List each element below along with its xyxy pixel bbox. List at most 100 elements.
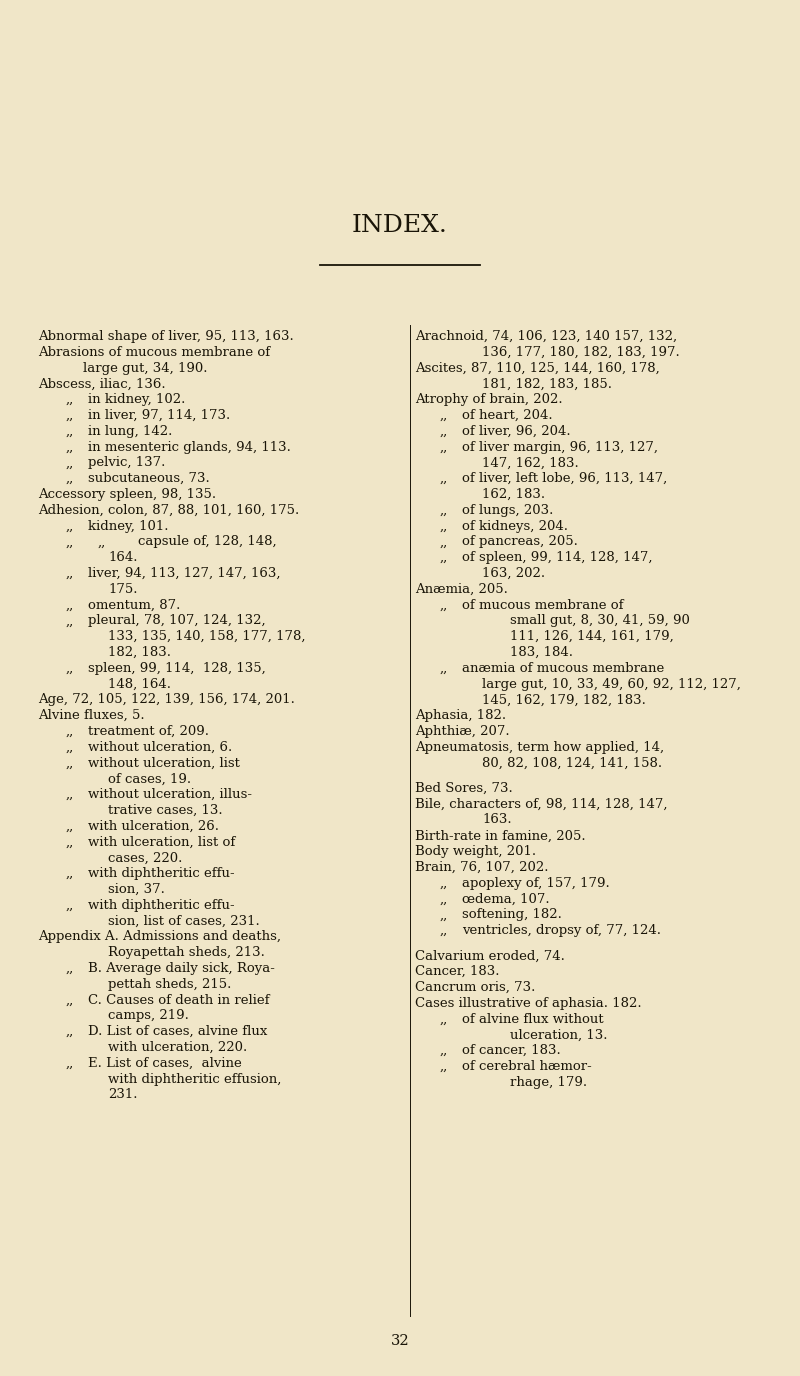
Text: 32: 32 (390, 1333, 410, 1348)
Text: of cerebral hæmor-: of cerebral hæmor- (462, 1060, 592, 1073)
Text: 111, 126, 144, 161, 179,: 111, 126, 144, 161, 179, (510, 630, 674, 643)
Text: ,,: ,, (66, 599, 74, 611)
Text: capsule of, 128, 148,: capsule of, 128, 148, (138, 535, 277, 549)
Text: ,,: ,, (66, 409, 74, 422)
Text: anæmia of mucous membrane: anæmia of mucous membrane (462, 662, 664, 674)
Text: ,,: ,, (440, 1060, 448, 1073)
Text: ,,: ,, (66, 535, 74, 549)
Text: in liver, 97, 114, 173.: in liver, 97, 114, 173. (88, 409, 230, 422)
Text: œdema, 107.: œdema, 107. (462, 893, 550, 905)
Text: pelvic, 137.: pelvic, 137. (88, 457, 166, 469)
Text: pettah sheds, 215.: pettah sheds, 215. (108, 978, 231, 991)
Text: Accessory spleen, 98, 135.: Accessory spleen, 98, 135. (38, 488, 216, 501)
Text: large gut, 10, 33, 49, 60, 92, 112, 127,: large gut, 10, 33, 49, 60, 92, 112, 127, (482, 677, 741, 691)
Text: D. List of cases, alvine flux: D. List of cases, alvine flux (88, 1025, 267, 1039)
Text: Aphasia, 182.: Aphasia, 182. (415, 709, 506, 722)
Text: ,,: ,, (66, 567, 74, 581)
Text: ,,: ,, (440, 504, 448, 517)
Text: sion, 37.: sion, 37. (108, 883, 165, 896)
Text: 163.: 163. (482, 813, 512, 827)
Text: large gut, 34, 190.: large gut, 34, 190. (83, 362, 207, 374)
Text: B. Average daily sick, Roya-: B. Average daily sick, Roya- (88, 962, 275, 976)
Text: 181, 182, 183, 185.: 181, 182, 183, 185. (482, 377, 612, 391)
Text: ,,: ,, (66, 899, 74, 912)
Text: ,,: ,, (66, 425, 74, 438)
Text: Arachnoid, 74, 106, 123, 140 157, 132,: Arachnoid, 74, 106, 123, 140 157, 132, (415, 330, 677, 343)
Text: ,,: ,, (66, 788, 74, 801)
Text: ulceration, 13.: ulceration, 13. (510, 1028, 607, 1042)
Text: 147, 162, 183.: 147, 162, 183. (482, 457, 578, 469)
Text: kidney, 101.: kidney, 101. (88, 520, 169, 533)
Text: ,,: ,, (66, 662, 74, 674)
Text: cases, 220.: cases, 220. (108, 852, 182, 864)
Text: ventricles, dropsy of, 77, 124.: ventricles, dropsy of, 77, 124. (462, 925, 661, 937)
Text: Aphthiæ, 207.: Aphthiæ, 207. (415, 725, 510, 738)
Text: ,,: ,, (440, 925, 448, 937)
Text: 183, 184.: 183, 184. (510, 645, 573, 659)
Text: ,,: ,, (440, 535, 448, 549)
Text: 145, 162, 179, 182, 183.: 145, 162, 179, 182, 183. (482, 694, 646, 706)
Text: 175.: 175. (108, 583, 138, 596)
Text: 164.: 164. (108, 552, 138, 564)
Text: ,,: ,, (98, 535, 106, 549)
Text: of pancreas, 205.: of pancreas, 205. (462, 535, 578, 549)
Text: 163, 202.: 163, 202. (482, 567, 545, 581)
Text: Ascites, 87, 110, 125, 144, 160, 178,: Ascites, 87, 110, 125, 144, 160, 178, (415, 362, 660, 374)
Text: 231.: 231. (108, 1088, 138, 1101)
Text: 148, 164.: 148, 164. (108, 677, 171, 691)
Text: INDEX.: INDEX. (352, 213, 448, 237)
Text: ,,: ,, (440, 908, 448, 922)
Text: 162, 183.: 162, 183. (482, 488, 545, 501)
Text: Royapettah sheds, 213.: Royapettah sheds, 213. (108, 947, 265, 959)
Text: of cancer, 183.: of cancer, 183. (462, 1044, 561, 1057)
Text: with diphtheritic effu-: with diphtheritic effu- (88, 867, 234, 881)
Text: Cancrum oris, 73.: Cancrum oris, 73. (415, 981, 535, 993)
Text: ,,: ,, (66, 472, 74, 486)
Text: ,,: ,, (66, 520, 74, 533)
Text: ,,: ,, (440, 409, 448, 422)
Text: with diphtheritic effu-: with diphtheritic effu- (88, 899, 234, 912)
Text: ,,: ,, (66, 740, 74, 754)
Text: Age, 72, 105, 122, 139, 156, 174, 201.: Age, 72, 105, 122, 139, 156, 174, 201. (38, 694, 295, 706)
Text: in lung, 142.: in lung, 142. (88, 425, 172, 438)
Text: Adhesion, colon, 87, 88, 101, 160, 175.: Adhesion, colon, 87, 88, 101, 160, 175. (38, 504, 299, 517)
Text: sion, list of cases, 231.: sion, list of cases, 231. (108, 915, 260, 927)
Text: of liver, 96, 204.: of liver, 96, 204. (462, 425, 570, 438)
Text: ,,: ,, (66, 962, 74, 976)
Text: Atrophy of brain, 202.: Atrophy of brain, 202. (415, 394, 562, 406)
Text: with ulceration, list of: with ulceration, list of (88, 835, 235, 849)
Text: Birth-rate in famine, 205.: Birth-rate in famine, 205. (415, 830, 586, 842)
Text: of heart, 204.: of heart, 204. (462, 409, 553, 422)
Text: Abscess, iliac, 136.: Abscess, iliac, 136. (38, 377, 166, 391)
Text: softening, 182.: softening, 182. (462, 908, 562, 922)
Text: apoplexy of, 157, 179.: apoplexy of, 157, 179. (462, 877, 610, 890)
Text: Bile, characters of, 98, 114, 128, 147,: Bile, characters of, 98, 114, 128, 147, (415, 798, 667, 810)
Text: Appendix A. Admissions and deaths,: Appendix A. Admissions and deaths, (38, 930, 281, 944)
Text: Abnormal shape of liver, 95, 113, 163.: Abnormal shape of liver, 95, 113, 163. (38, 330, 294, 343)
Text: ,,: ,, (440, 662, 448, 674)
Text: ,,: ,, (66, 457, 74, 469)
Text: Cancer, 183.: Cancer, 183. (415, 965, 499, 978)
Text: Alvine fluxes, 5.: Alvine fluxes, 5. (38, 709, 145, 722)
Text: ,,: ,, (440, 425, 448, 438)
Text: pleural, 78, 107, 124, 132,: pleural, 78, 107, 124, 132, (88, 615, 266, 627)
Text: of alvine flux without: of alvine flux without (462, 1013, 604, 1025)
Text: in mesenteric glands, 94, 113.: in mesenteric glands, 94, 113. (88, 440, 291, 454)
Text: ,,: ,, (440, 472, 448, 486)
Text: trative cases, 13.: trative cases, 13. (108, 804, 222, 817)
Text: ,,: ,, (66, 820, 74, 832)
Text: Body weight, 201.: Body weight, 201. (415, 845, 536, 859)
Text: E. List of cases,  alvine: E. List of cases, alvine (88, 1057, 242, 1069)
Text: treatment of, 209.: treatment of, 209. (88, 725, 209, 738)
Text: ,,: ,, (440, 1044, 448, 1057)
Text: Abrasions of mucous membrane of: Abrasions of mucous membrane of (38, 345, 270, 359)
Text: Brain, 76, 107, 202.: Brain, 76, 107, 202. (415, 861, 549, 874)
Text: ,,: ,, (440, 1013, 448, 1025)
Text: in kidney, 102.: in kidney, 102. (88, 394, 186, 406)
Text: 80, 82, 108, 124, 141, 158.: 80, 82, 108, 124, 141, 158. (482, 757, 662, 769)
Text: without ulceration, list: without ulceration, list (88, 757, 240, 769)
Text: Bed Sores, 73.: Bed Sores, 73. (415, 782, 513, 795)
Text: subcutaneous, 73.: subcutaneous, 73. (88, 472, 210, 486)
Text: ,,: ,, (66, 1057, 74, 1069)
Text: of liver, left lobe, 96, 113, 147,: of liver, left lobe, 96, 113, 147, (462, 472, 667, 486)
